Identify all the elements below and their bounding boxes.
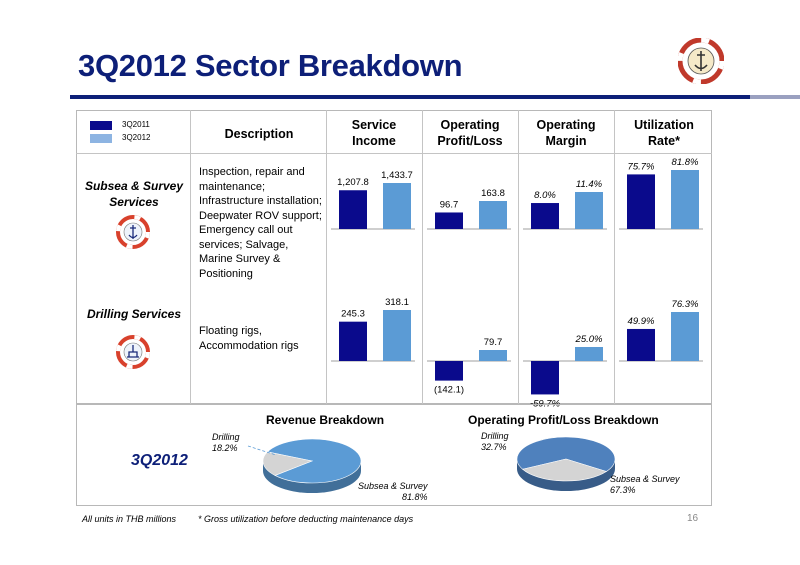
legend-label-3q2012: 3Q2012 — [122, 133, 151, 142]
column-divider — [422, 110, 423, 404]
column-divider — [518, 110, 519, 404]
period-label: 3Q2012 — [131, 452, 188, 469]
slice-value: 81.8% — [402, 492, 428, 502]
header-description: Description — [224, 127, 294, 141]
sector-name-subsea: Subsea & Survey Services — [84, 179, 184, 209]
column-divider — [614, 110, 615, 404]
header-utilization-rate: Utilization Rate* — [634, 118, 694, 148]
legend-label-3q2011: 3Q2011 — [122, 120, 150, 129]
lifebuoy-anchor-emblem — [116, 215, 150, 249]
title-underline-accent — [750, 95, 800, 99]
breakdown-panel — [76, 404, 712, 506]
slice-name: Drilling — [212, 432, 240, 442]
column-divider — [326, 110, 327, 404]
slice-value: 32.7% — [481, 442, 507, 452]
revenue-breakdown-title: Revenue Breakdown — [266, 413, 385, 427]
slice-name: Drilling — [481, 431, 509, 441]
page-title: 3Q2012 Sector Breakdown — [78, 48, 463, 83]
slice-name: Subsea & Survey — [610, 474, 680, 484]
sector-table — [76, 110, 712, 404]
page-number: 16 — [687, 513, 699, 524]
sector-description-subsea: Inspection, repair and maintenance; Infr… — [199, 166, 322, 280]
slice-value: 67.3% — [610, 485, 636, 495]
legend-swatch-3q2012 — [90, 134, 112, 143]
title-underline — [70, 95, 750, 99]
company-logo — [678, 38, 724, 84]
sector-description-drilling: Floating rigs, Accommodation rigs — [199, 325, 299, 352]
header-divider — [76, 153, 712, 154]
pie-label-profit-subsea: Subsea & Survey 67.3% — [610, 474, 680, 496]
lifebuoy-rig-emblem — [116, 335, 150, 369]
slice-name: Subsea & Survey — [358, 481, 428, 491]
header-operating-margin: Operating Margin — [536, 118, 596, 148]
header-operating-profit: Operating Profit/Loss — [437, 118, 503, 148]
pie-label-revenue-drilling: Drilling 18.2% — [212, 432, 240, 454]
profit-breakdown-title: Operating Profit/Loss Breakdown — [468, 413, 659, 427]
legend-swatch-3q2011 — [90, 121, 112, 130]
utilization-footnote: * Gross utilization before deducting mai… — [198, 514, 414, 524]
column-divider — [190, 110, 191, 404]
pie-label-profit-drilling: Drilling 32.7% — [481, 431, 509, 453]
units-footnote: All units in THB millions — [82, 514, 177, 524]
header-service-income: Service Income — [351, 118, 397, 148]
slice-value: 18.2% — [212, 443, 238, 453]
sector-name-drilling: Drilling Services — [86, 307, 182, 321]
pie-label-revenue-subsea: Subsea & Survey 81.8% — [358, 481, 428, 503]
